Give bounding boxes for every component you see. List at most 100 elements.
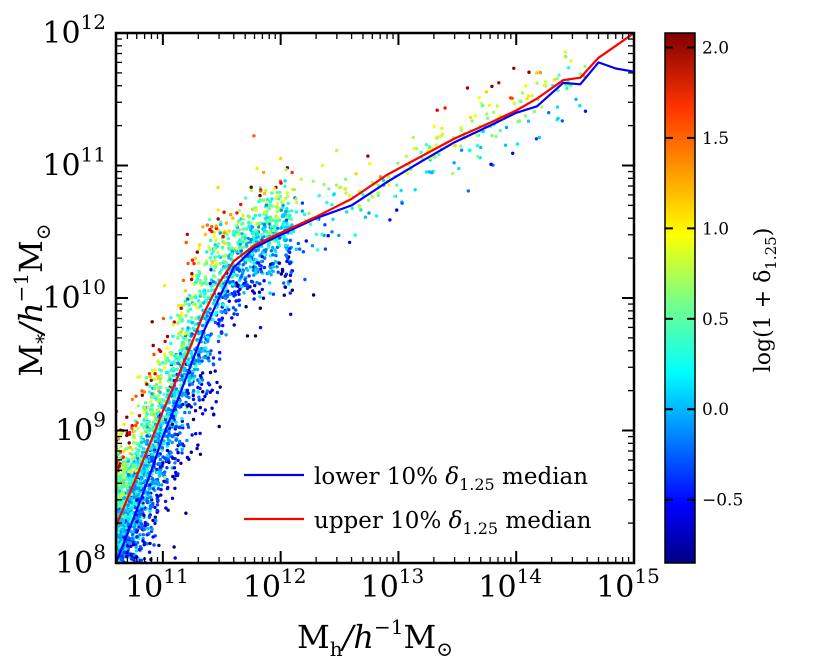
- x-tick-label: 1014: [478, 564, 542, 605]
- scatter-point: [212, 247, 217, 251]
- scatter-point: [180, 377, 184, 381]
- scatter-point: [145, 499, 149, 503]
- scatter-point: [221, 234, 225, 239]
- scatter-point: [282, 293, 286, 297]
- scatter-point: [344, 191, 348, 195]
- scatter-point: [315, 248, 320, 252]
- scatter-point: [494, 134, 498, 139]
- scatter-point: [140, 450, 145, 455]
- scatter-point: [222, 241, 226, 245]
- scatter-point: [212, 269, 216, 273]
- scatter-point: [270, 197, 274, 201]
- scatter-point: [272, 187, 277, 191]
- scatter-point: [172, 390, 177, 394]
- scatter-point: [560, 119, 564, 123]
- scatter-point: [512, 66, 516, 71]
- scatter-point: [239, 202, 243, 207]
- colorbar-tick-label: −0.5: [702, 491, 743, 511]
- scatter-point: [459, 125, 463, 130]
- scatter-point: [126, 503, 130, 508]
- scatter-point: [155, 470, 160, 475]
- scatter-point: [231, 274, 235, 278]
- scatter-point: [165, 448, 170, 453]
- scatter-point: [156, 394, 160, 398]
- colorbar-tick-label: 1.5: [702, 129, 729, 149]
- scatter-point: [481, 129, 485, 134]
- scatter-point: [152, 419, 157, 423]
- scatter-point: [281, 199, 285, 204]
- scatter-point: [165, 334, 170, 339]
- scatter-point: [128, 541, 132, 545]
- scatter-point: [271, 269, 275, 273]
- scatter-point: [440, 126, 444, 131]
- scatter-point: [183, 289, 187, 293]
- scatter-point: [121, 485, 126, 489]
- scatter-point: [188, 293, 192, 298]
- scatter-point: [176, 313, 180, 317]
- scatter-point: [283, 243, 288, 248]
- scatter-point: [148, 384, 152, 388]
- x-axis-label: Mh/h−1M⊙: [297, 615, 453, 661]
- scatter-point: [211, 318, 215, 322]
- scatter-point: [290, 187, 295, 192]
- scatter-point: [216, 339, 221, 344]
- scatter-point: [276, 240, 281, 244]
- scatter-point: [284, 209, 288, 214]
- scatter-point: [174, 387, 179, 391]
- scatter-point: [141, 447, 146, 451]
- scatter-point: [145, 412, 149, 416]
- scatter-point: [146, 491, 150, 495]
- scatter-point: [128, 506, 133, 511]
- scatter-point: [166, 508, 170, 512]
- scatter-point: [201, 412, 205, 416]
- scatter-point: [178, 431, 182, 435]
- scatter-point: [219, 268, 224, 272]
- scatter-point: [180, 417, 184, 421]
- scatter-point: [268, 232, 273, 236]
- scatter-point: [186, 425, 191, 429]
- scatter-point: [132, 495, 136, 500]
- scatter-point: [221, 303, 226, 307]
- scatter-point: [185, 232, 189, 237]
- scatter-point: [465, 86, 470, 90]
- scatter-point: [184, 301, 188, 306]
- scatter-point: [235, 267, 239, 271]
- scatter-point: [240, 235, 245, 239]
- scatter-point: [192, 377, 196, 381]
- scatter-point: [264, 203, 269, 207]
- scatter-point: [147, 514, 152, 518]
- scatter-point: [202, 288, 207, 292]
- scatter-point: [224, 333, 228, 337]
- scatter-point: [179, 306, 183, 310]
- scatter-point: [223, 290, 227, 294]
- scatter-point: [217, 334, 221, 339]
- scatter-point: [169, 382, 174, 387]
- scatter-point: [281, 203, 285, 208]
- scatter-point: [255, 233, 259, 238]
- scatter-point: [143, 401, 148, 405]
- scatter-point: [260, 287, 264, 292]
- scatter-point: [200, 371, 205, 375]
- scatter-point: [396, 161, 400, 165]
- scatter-point: [195, 446, 199, 451]
- scatter-point: [125, 446, 129, 451]
- scatter-point: [210, 252, 214, 256]
- scatter-point: [223, 310, 228, 314]
- scatter-point: [124, 482, 128, 486]
- scatter-point: [232, 312, 236, 316]
- scatter-point: [209, 268, 213, 272]
- legend-label-upper: upper 10% δ1.25 median: [314, 508, 592, 538]
- scatter-point: [218, 385, 222, 389]
- scatter-point: [217, 424, 221, 429]
- scatter-point: [142, 480, 147, 484]
- scatter-point: [125, 491, 129, 495]
- scatter-point: [127, 537, 132, 541]
- scatter-point: [142, 426, 146, 430]
- scatter-point: [139, 558, 143, 563]
- scatter-point: [412, 146, 416, 151]
- scatter-point: [164, 415, 168, 419]
- scatter-point: [451, 171, 455, 176]
- scatter-point: [241, 263, 245, 267]
- scatter-point: [253, 334, 258, 338]
- scatter-point: [265, 209, 269, 214]
